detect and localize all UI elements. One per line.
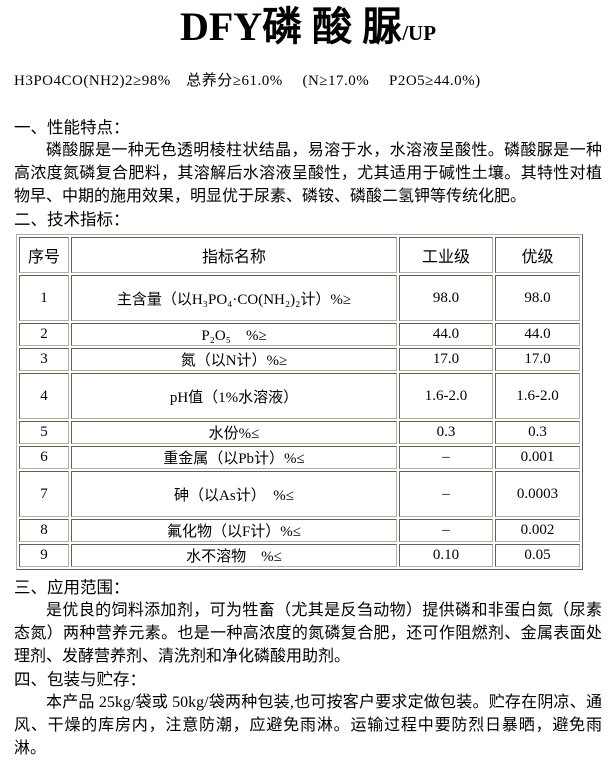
row-index: 2 bbox=[19, 323, 69, 346]
table-row: 7 砷（以As计） %≤ – 0.0003 bbox=[19, 471, 580, 517]
row-industrial-value: – bbox=[399, 446, 493, 469]
row-industrial-value: 0.10 bbox=[399, 544, 493, 567]
table-row: 9 水不溶物 %≤ 0.10 0.05 bbox=[19, 544, 580, 567]
row-premium-value: 17.0 bbox=[495, 348, 580, 371]
row-name: 水份%≤ bbox=[71, 421, 397, 444]
section-heading-applications: 三、应用范围： bbox=[14, 578, 130, 597]
section-heading-packaging: 四、包装与贮存： bbox=[14, 670, 146, 689]
table-row: 1 主含量（以H₃PO₄·CO(NH₂)₂计）%≥ 98.0 98.0 bbox=[19, 275, 580, 321]
row-name: 主含量（以H₃PO₄·CO(NH₂)₂计）%≥ bbox=[71, 275, 397, 321]
row-premium-value: 0.002 bbox=[495, 519, 580, 542]
spec-summary-line: H3PO4CO(NH2)2≥98% 总养分≥61.0% (N≥17.0% P2O… bbox=[14, 73, 481, 89]
row-name: 砷（以As计） %≤ bbox=[71, 471, 397, 517]
row-premium-value: 44.0 bbox=[495, 323, 580, 346]
applications-paragraph: 是优良的饲料添加剂，可为牲畜（尤其是反刍动物）提供磷和非蛋白氮（尿素态氮）两种营… bbox=[14, 602, 602, 665]
column-header-industrial: 工业级 bbox=[399, 237, 493, 273]
row-name: 氟化物（以F计）%≤ bbox=[71, 519, 397, 542]
row-premium-value: 1.6-2.0 bbox=[495, 373, 580, 419]
row-industrial-value: 1.6-2.0 bbox=[399, 373, 493, 419]
row-industrial-value: 17.0 bbox=[399, 348, 493, 371]
technical-spec-table: 序号 指标名称 工业级 优级 1 主含量（以H₃PO₄·CO(NH₂)₂计）%≥… bbox=[16, 234, 583, 570]
row-premium-value: 0.05 bbox=[495, 544, 580, 567]
section-heading-features: 一、性能特点： bbox=[14, 118, 130, 137]
row-index: 6 bbox=[19, 446, 69, 469]
row-index: 4 bbox=[19, 373, 69, 419]
row-index: 5 bbox=[19, 421, 69, 444]
row-name: P₂O₅ %≥ bbox=[71, 323, 397, 346]
page-title: DFY磷 酸 脲/UP bbox=[14, 2, 602, 58]
row-name: 氮（以N计）%≥ bbox=[71, 348, 397, 371]
column-header-premium: 优级 bbox=[495, 237, 580, 273]
packaging-paragraph: 本产品 25kg/袋或 50kg/袋两种包装,也可按客户要求定做包装。贮存在阴凉… bbox=[14, 694, 602, 757]
table-row: 4 pH值（1%水溶液） 1.6-2.0 1.6-2.0 bbox=[19, 373, 580, 419]
row-industrial-value: 0.3 bbox=[399, 421, 493, 444]
table-header-row: 序号 指标名称 工业级 优级 bbox=[19, 237, 580, 273]
column-header-name: 指标名称 bbox=[71, 237, 397, 273]
title-suffix: /UP bbox=[402, 21, 437, 45]
row-index: 7 bbox=[19, 471, 69, 517]
row-name: 水不溶物 %≤ bbox=[71, 544, 397, 567]
row-index: 1 bbox=[19, 275, 69, 321]
table-row: 8 氟化物（以F计）%≤ – 0.002 bbox=[19, 519, 580, 542]
section-heading-specs: 二、技术指标： bbox=[14, 210, 130, 229]
row-industrial-value: – bbox=[399, 471, 493, 517]
row-premium-value: 0.3 bbox=[495, 421, 580, 444]
table-row: 2 P₂O₅ %≥ 44.0 44.0 bbox=[19, 323, 580, 346]
row-index: 8 bbox=[19, 519, 69, 542]
row-industrial-value: 44.0 bbox=[399, 323, 493, 346]
row-industrial-value: 98.0 bbox=[399, 275, 493, 321]
row-name: 重金属（以Pb计）%≤ bbox=[71, 446, 397, 469]
row-index: 3 bbox=[19, 348, 69, 371]
table-row: 3 氮（以N计）%≥ 17.0 17.0 bbox=[19, 348, 580, 371]
row-premium-value: 98.0 bbox=[495, 275, 580, 321]
row-index: 9 bbox=[19, 544, 69, 567]
row-premium-value: 0.0003 bbox=[495, 471, 580, 517]
features-paragraph: 磷酸脲是一种无色透明棱柱状结晶，易溶于水，水溶液呈酸性。磷酸脲是一种高浓度氮磷复… bbox=[14, 142, 602, 205]
row-premium-value: 0.001 bbox=[495, 446, 580, 469]
title-main: DFY磷 酸 脲 bbox=[179, 4, 403, 49]
column-header-index: 序号 bbox=[19, 237, 69, 273]
table-row: 5 水份%≤ 0.3 0.3 bbox=[19, 421, 580, 444]
row-industrial-value: – bbox=[399, 519, 493, 542]
row-name: pH值（1%水溶液） bbox=[71, 373, 397, 419]
table-row: 6 重金属（以Pb计）%≤ – 0.001 bbox=[19, 446, 580, 469]
